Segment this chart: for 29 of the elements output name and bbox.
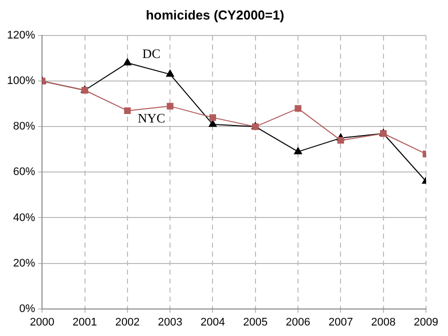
point	[123, 58, 132, 66]
point	[294, 147, 302, 154]
x-tick-label: 2003	[158, 316, 182, 328]
x-tick-label: 2009	[414, 316, 438, 328]
series-label: NYC	[138, 110, 166, 126]
x-tick-label: 2007	[328, 316, 353, 328]
point	[337, 137, 344, 144]
point	[294, 105, 302, 112]
point	[208, 120, 217, 127]
x-tick-label: 2006	[286, 316, 310, 328]
y-tick-label: 100%	[6, 75, 36, 88]
y-tick-label: 120%	[6, 30, 36, 42]
x-tick-label: 2002	[115, 316, 140, 328]
x-tick-label: 2004	[200, 316, 225, 328]
series-label: DC	[142, 46, 160, 61]
y-tick-label: 80%	[13, 120, 36, 133]
y-tick-label: 60%	[13, 166, 36, 178]
y-tick-label: 0%	[19, 302, 36, 315]
point	[124, 107, 131, 114]
x-tick-label: 2008	[371, 316, 396, 328]
point	[209, 114, 216, 121]
chart-title: homicides (CY2000=1)	[146, 7, 284, 22]
y-tick-label: 20%	[13, 257, 36, 270]
point	[166, 102, 174, 110]
x-tick-label: 2001	[72, 316, 98, 328]
y-tick-label: 40%	[13, 212, 36, 224]
point	[166, 70, 174, 77]
x-tick-label: 2000	[30, 316, 54, 328]
x-tick-label: 2005	[243, 316, 268, 328]
